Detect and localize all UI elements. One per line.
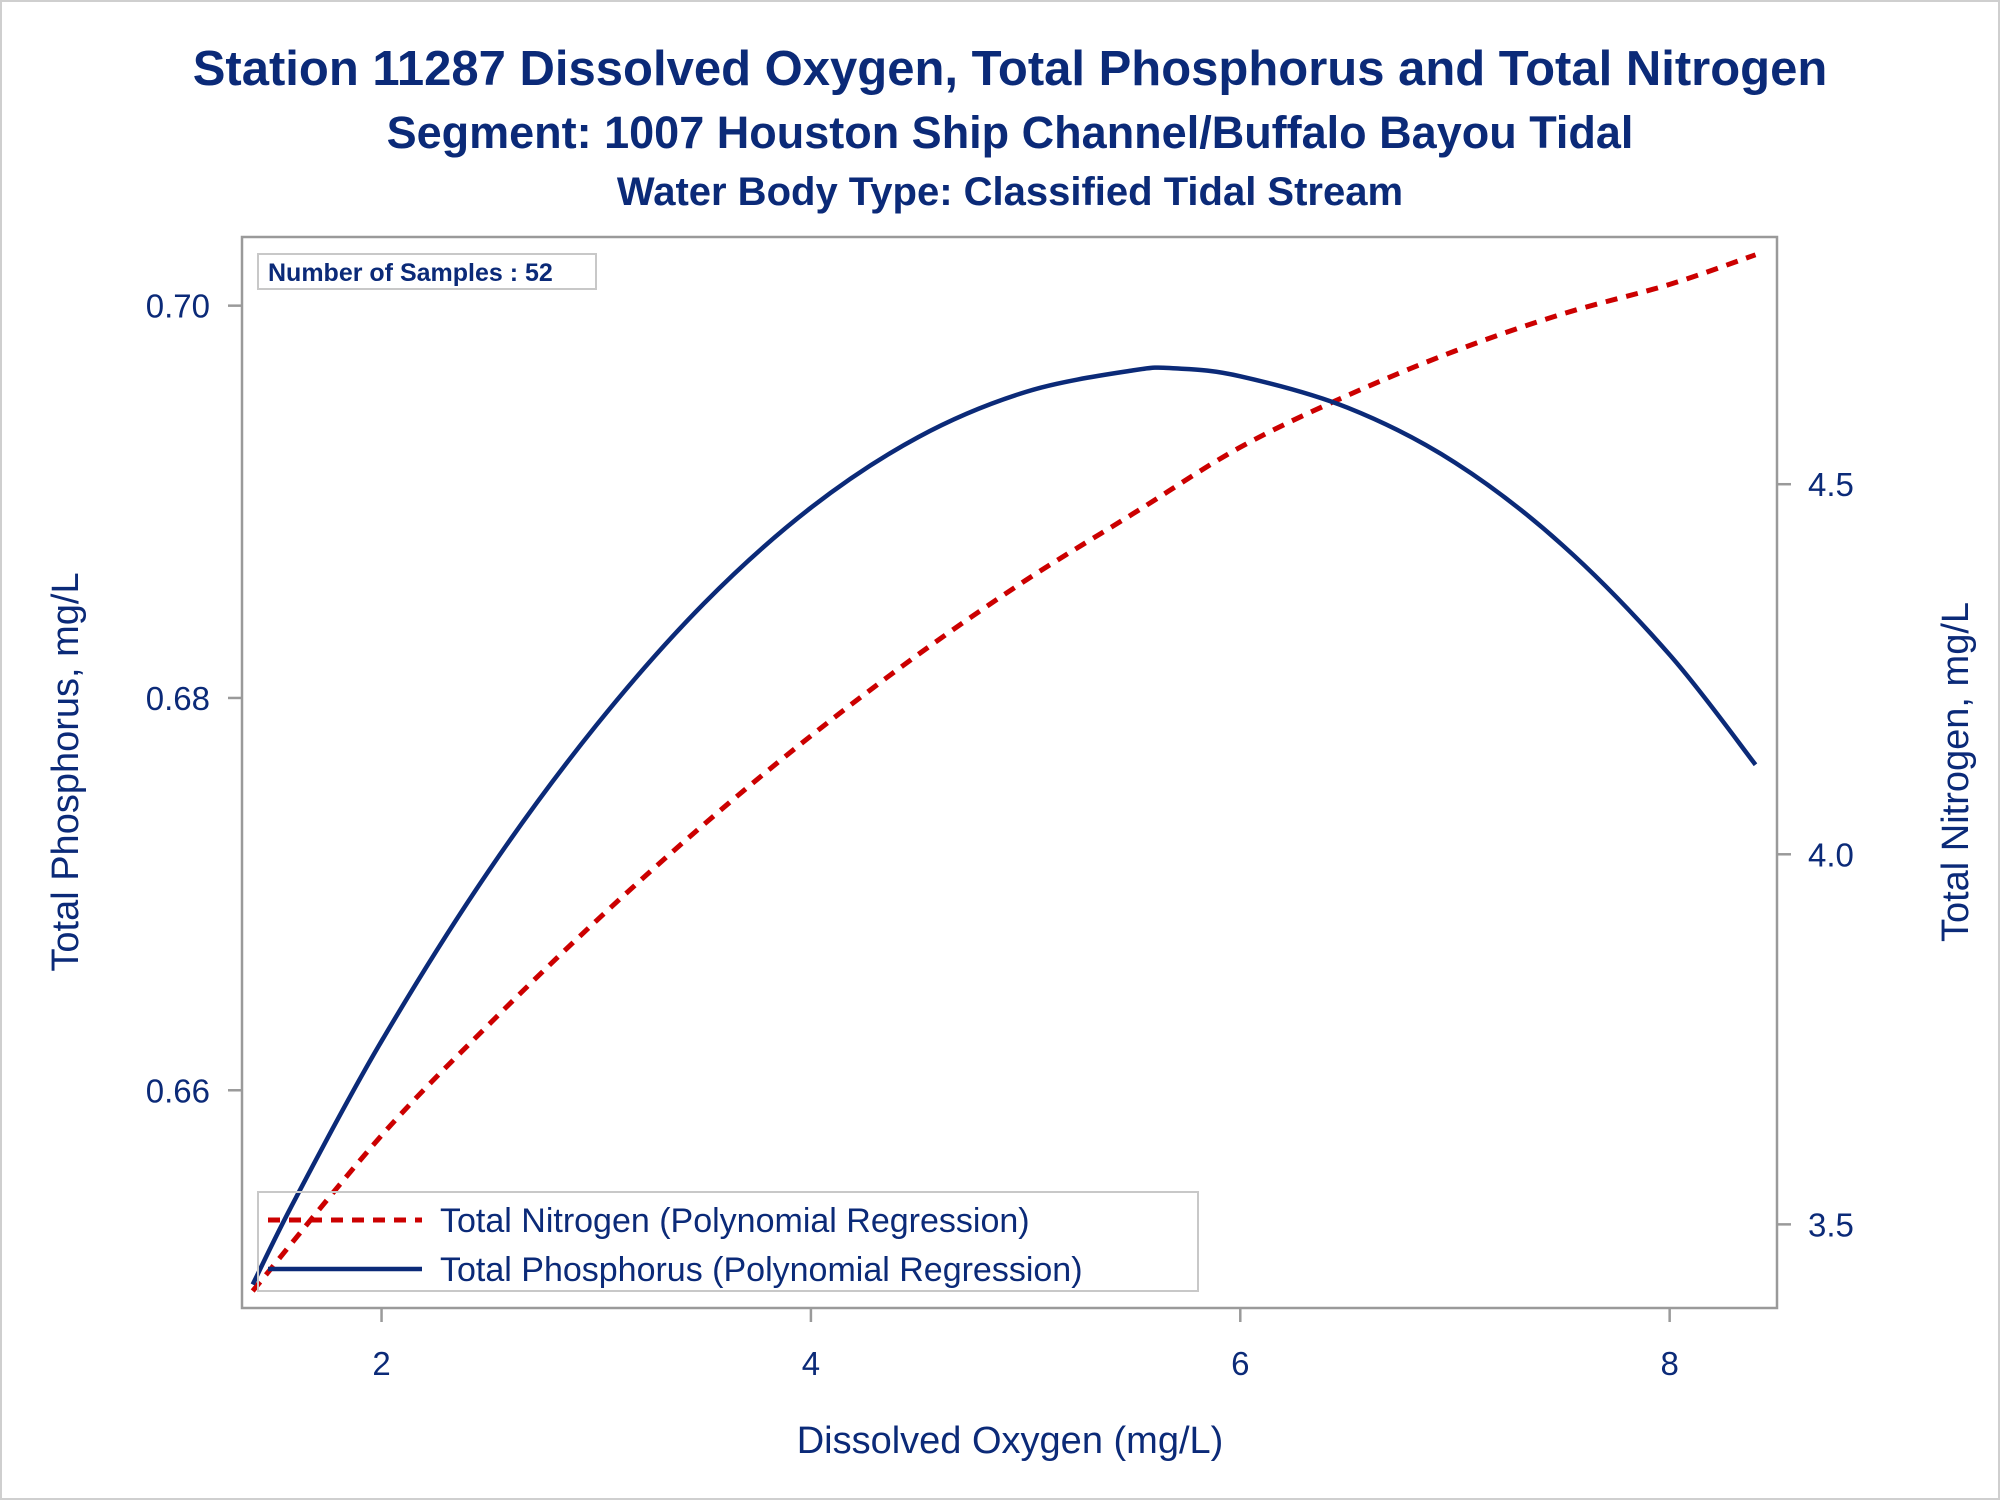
y-left-tick-label: 0.66 bbox=[146, 1072, 210, 1109]
y-axis-left: 0.66 0.68 0.70 bbox=[146, 288, 210, 1110]
chart-subtitle-2: Water Body Type: Classified Tidal Stream bbox=[617, 170, 1403, 214]
y-axis-left-label: Total Phosphorus, mg/L bbox=[45, 572, 87, 971]
y-axis-right: 3.5 4.0 4.5 bbox=[1808, 466, 1854, 1243]
chart-title: Station 11287 Dissolved Oxygen, Total Ph… bbox=[193, 42, 1828, 96]
series-line-total-phosphorus bbox=[250, 365, 1758, 1286]
y-right-tick-label: 4.0 bbox=[1808, 836, 1854, 873]
y-left-tick-label: 0.70 bbox=[146, 288, 210, 325]
x-axis: 2 4 6 8 bbox=[372, 1345, 1678, 1382]
series-line-total-nitrogen bbox=[250, 252, 1757, 1293]
plot-area bbox=[240, 235, 1779, 1310]
y-axis-right-label: Total Nitrogen, mg/L bbox=[1935, 602, 1977, 942]
legend-box bbox=[257, 1191, 1199, 1292]
x-axis-label: Dissolved Oxygen (mg/L) bbox=[797, 1420, 1224, 1462]
sample-count-box bbox=[257, 253, 597, 290]
legend-label-total-phosphorus: Total Phosphorus (Polynomial Regression) bbox=[440, 1251, 1083, 1289]
x-tick-label: 8 bbox=[1660, 1345, 1678, 1382]
x-tick-label: 2 bbox=[372, 1345, 390, 1382]
y-right-tick-label: 4.5 bbox=[1808, 466, 1854, 503]
legend-label-total-nitrogen: Total Nitrogen (Polynomial Regression) bbox=[440, 1202, 1030, 1240]
y-left-tick-label: 0.68 bbox=[146, 680, 210, 717]
legend: Total Nitrogen (Polynomial Regression) T… bbox=[257, 1191, 1199, 1292]
sample-count-text: Number of Samples : 52 bbox=[268, 259, 553, 287]
x-tick-label: 4 bbox=[802, 1345, 820, 1382]
chart-subtitle: Segment: 1007 Houston Ship Channel/Buffa… bbox=[387, 107, 1634, 158]
x-tick-label: 6 bbox=[1231, 1345, 1249, 1382]
y-right-tick-label: 3.5 bbox=[1808, 1206, 1854, 1243]
